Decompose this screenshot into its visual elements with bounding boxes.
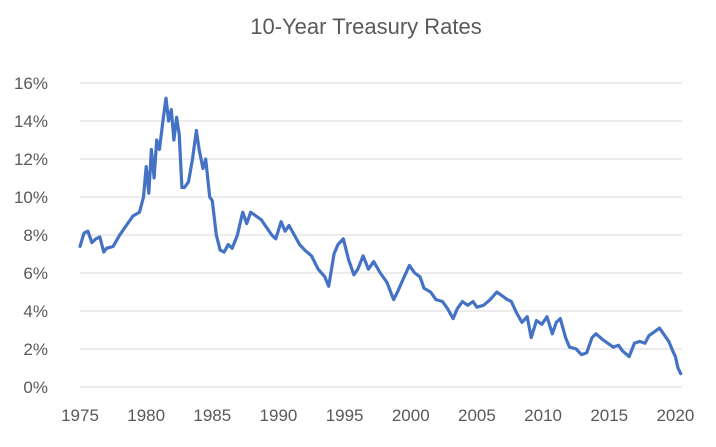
y-axis-tick-labels: 0% 2% 4% 6% 8% 10% 12% 14% 16% — [14, 74, 48, 397]
x-tick-label: 1980 — [127, 406, 165, 425]
x-tick-label: 1985 — [193, 406, 231, 425]
x-tick-label: 2000 — [392, 406, 430, 425]
x-tick-label: 2005 — [458, 406, 496, 425]
y-tick-label: 8% — [23, 226, 48, 245]
x-tick-label: 2015 — [590, 406, 628, 425]
y-tick-label: 2% — [23, 340, 48, 359]
x-tick-label: 1990 — [260, 406, 298, 425]
y-tick-label: 10% — [14, 188, 48, 207]
y-tick-label: 14% — [14, 112, 48, 131]
series-line-0 — [78, 96, 683, 376]
x-tick-label: 1975 — [61, 406, 99, 425]
x-axis-tick-labels: 1975 1980 1985 1990 1995 2000 2005 2010 2015 2020 — [61, 406, 694, 425]
y-tick-label: 16% — [14, 74, 48, 93]
series-layer — [78, 96, 683, 376]
y-tick-label: 4% — [23, 302, 48, 321]
x-tick-label: 2020 — [656, 406, 694, 425]
x-tick-label: 2010 — [524, 406, 562, 425]
y-tick-label: 0% — [23, 378, 48, 397]
chart-title: 10-Year Treasury Rates — [250, 14, 482, 39]
x-tick-label: 1995 — [326, 406, 364, 425]
y-tick-label: 12% — [14, 150, 48, 169]
y-tick-label: 6% — [23, 264, 48, 283]
